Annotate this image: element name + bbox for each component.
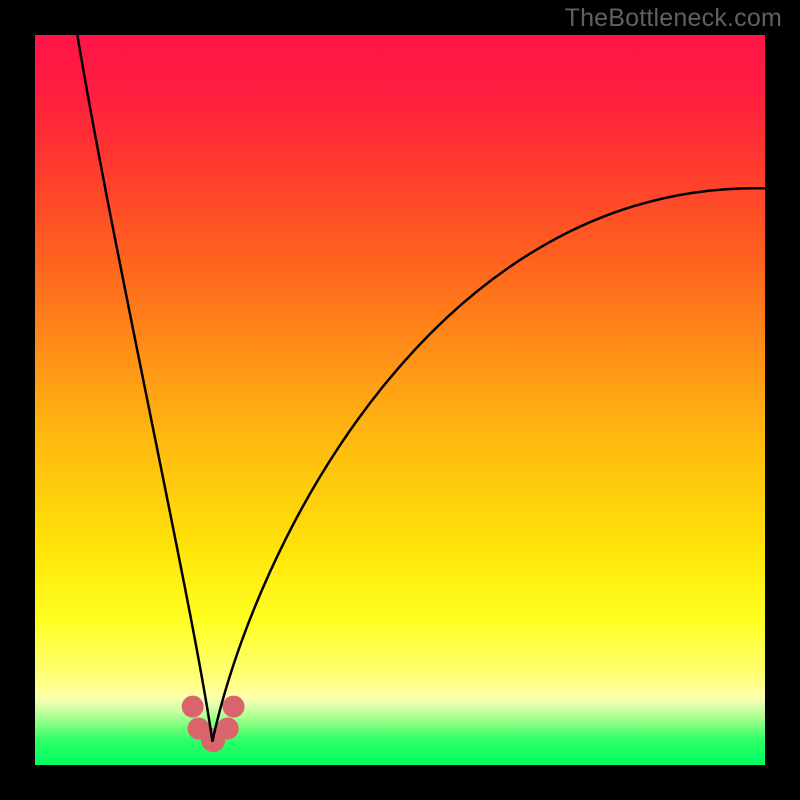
outer-frame: [0, 0, 800, 800]
watermark-text: TheBottleneck.com: [565, 4, 782, 33]
